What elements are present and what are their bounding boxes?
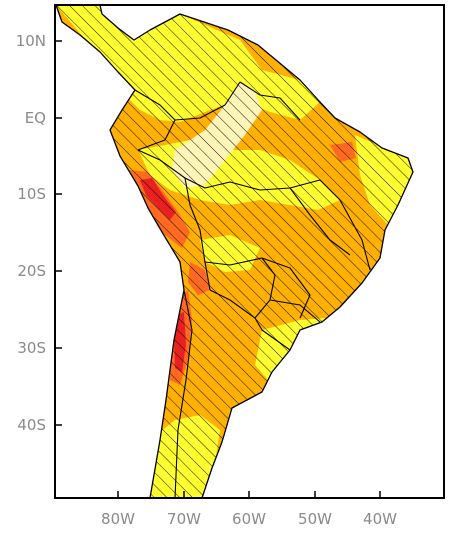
lon-label-80w: 80W bbox=[101, 510, 135, 528]
coastline bbox=[55, 4, 414, 499]
lat-label-40s: 40S bbox=[17, 416, 46, 434]
lon-label-60w: 60W bbox=[232, 510, 266, 528]
lon-label-70w: 70W bbox=[167, 510, 201, 528]
latitude-axis: 10N EQ 10S 20S 30S 40S bbox=[16, 32, 62, 434]
lat-label-10n: 10N bbox=[16, 32, 46, 50]
country-borders bbox=[134, 81, 371, 499]
lat-label-20s: 20S bbox=[17, 262, 46, 280]
longitude-axis: 80W 70W 60W 50W 40W bbox=[101, 491, 397, 528]
lat-label-eq: EQ bbox=[25, 109, 46, 127]
lon-label-40w: 40W bbox=[363, 510, 397, 528]
lon-label-50w: 50W bbox=[298, 510, 332, 528]
lat-label-30s: 30S bbox=[17, 339, 46, 357]
lat-label-10s: 10S bbox=[17, 185, 46, 203]
